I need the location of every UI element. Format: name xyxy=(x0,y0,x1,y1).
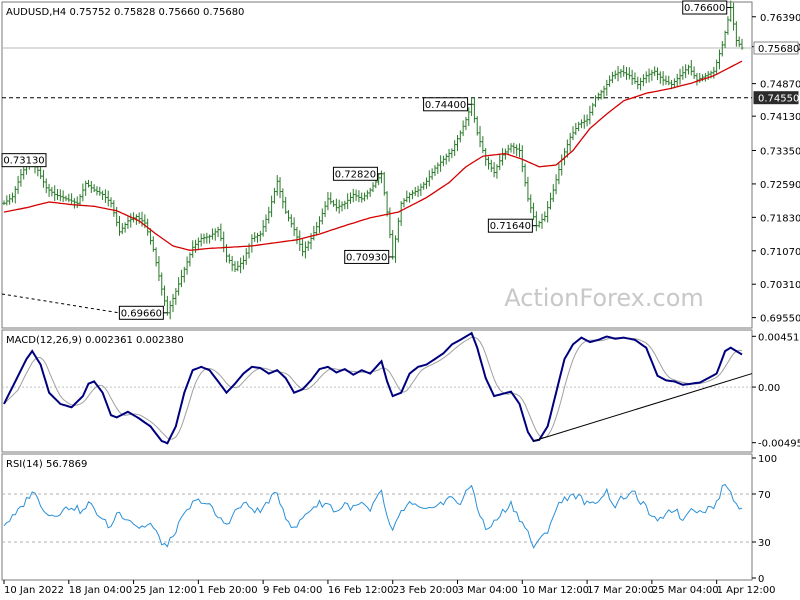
annotation-box xyxy=(118,305,164,320)
annotation-box xyxy=(344,249,390,264)
macd-line xyxy=(3,331,743,445)
price-y-tick-label: 0.73350 xyxy=(760,146,800,157)
macd-y-tick-label: -0.00495 xyxy=(758,439,800,450)
price-y-tick-label: 0.76390 xyxy=(760,13,800,24)
x-tick-label: 18 Jan 04:00 xyxy=(69,585,132,596)
price-marker-box xyxy=(753,41,799,55)
price-y-tick-label: 0.70310 xyxy=(760,280,800,291)
price-title: AUDUSD,H4 0.75752 0.75828 0.75660 0.7568… xyxy=(6,7,244,18)
macd-panel: MACD(12,26,9) 0.002361 0.002380 0.004517… xyxy=(1,329,800,453)
x-tick-label: 10 Jan 2022 xyxy=(4,585,64,596)
x-tick-label: 9 Feb 04:00 xyxy=(263,585,322,596)
rsi-panel-frame xyxy=(1,453,753,581)
price-y-axis: 0.763900.757100.748700.741300.733500.725… xyxy=(752,13,800,325)
moving-average-line xyxy=(3,60,743,251)
annotation-box xyxy=(682,0,728,15)
macd-title: MACD(12,26,9) 0.002361 0.002380 xyxy=(6,335,184,346)
price-marker-label: 0.74550 xyxy=(758,94,799,105)
x-tick-label: 1 Apr 12:00 xyxy=(717,585,776,596)
rsi-title: RSI(14) 56.7869 xyxy=(6,459,87,470)
rsi-line xyxy=(3,483,743,549)
price-panel-frame xyxy=(1,1,753,329)
price-y-tick-label: 0.69550 xyxy=(760,314,800,325)
rsi-y-tick-label: 70 xyxy=(758,490,771,501)
price-marker-box xyxy=(753,91,799,105)
rsi-y-tick-label: 0 xyxy=(758,574,764,585)
price-bars xyxy=(2,0,744,320)
x-tick-label: 10 Mar 12:00 xyxy=(522,585,589,596)
watermark: ActionForex.com xyxy=(504,284,704,312)
annotation-label: 0.76600 xyxy=(684,3,725,14)
rsi-panel: RSI(14) 56.7869 100 70 30 0 xyxy=(1,453,777,585)
macd-y-tick-label: 0.004517 xyxy=(758,332,800,343)
macd-y-tick-label: 0.00 xyxy=(758,383,780,394)
annotation-label: 0.69660 xyxy=(121,308,162,319)
x-tick-label: 1 Feb 20:00 xyxy=(198,585,257,596)
price-y-tick-label: 0.71070 xyxy=(760,247,800,258)
x-tick-label: 25 Mar 04:00 xyxy=(652,585,719,596)
price-y-tick-label: 0.74130 xyxy=(760,112,800,123)
x-tick-label: 25 Jan 12:00 xyxy=(134,585,197,596)
rsi-y-tick-label: 30 xyxy=(758,538,771,549)
annotation-box xyxy=(423,97,469,112)
price-marker-label: 0.75680 xyxy=(758,44,799,55)
time-x-axis: 10 Jan 2022 18 Jan 04:00 25 Jan 12:00 1 Feb… xyxy=(3,580,776,596)
macd-y-axis: 0.004517 0.00 -0.00495 xyxy=(752,332,800,450)
price-annotations: 0.76600 0.74400 0.72820 0.70930 0.71640 0.696… xyxy=(1,0,731,320)
rsi-y-axis: 100 70 30 0 xyxy=(752,454,777,585)
annotation-label: 0.74400 xyxy=(425,100,466,111)
annotation-label: 0.70930 xyxy=(346,252,387,263)
price-panel: ActionForex.com 0.766000.744000.728200.7… xyxy=(1,0,800,329)
macd-panel-frame xyxy=(1,329,753,453)
rsi-y-tick-label: 100 xyxy=(758,454,777,465)
annotation-label: 0.72820 xyxy=(335,169,376,180)
price-y-tick-label: 0.72590 xyxy=(760,180,800,191)
macd-trendline xyxy=(533,373,753,442)
price-y-tick-label: 0.71830 xyxy=(760,213,800,224)
annotation-box xyxy=(1,153,47,168)
annotation-box xyxy=(332,166,378,181)
x-tick-label: 17 Mar 20:00 xyxy=(587,585,654,596)
x-tick-label: 23 Feb 20:00 xyxy=(393,585,459,596)
lower-trendline xyxy=(1,293,121,314)
annotation-label: 0.71640 xyxy=(490,221,531,232)
annotation-box xyxy=(487,218,533,233)
annotation-label: 0.73130 xyxy=(3,156,44,167)
x-tick-label: 3 Mar 04:00 xyxy=(458,585,518,596)
price-y-tick-label: 0.74870 xyxy=(760,80,800,91)
x-tick-label: 16 Feb 12:00 xyxy=(328,585,394,596)
